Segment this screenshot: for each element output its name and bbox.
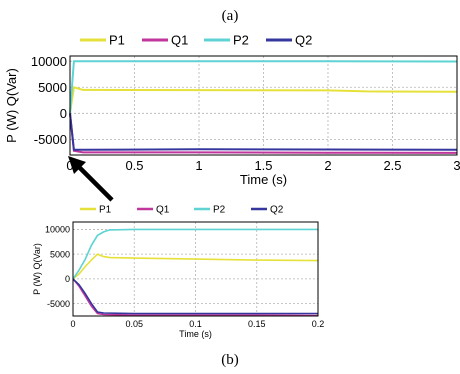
chart-a: 0 0.5 1 1.5 2 2.5 3 -5000 0 5000 10000 Time (s) P (W… — [4, 33, 460, 187]
y-tick-label: 10000 — [45, 225, 70, 235]
x-axis-label: Time (s) — [179, 329, 212, 339]
plot-frame — [72, 221, 319, 317]
x-tick-label: 1 — [195, 158, 202, 173]
zoom-arrow — [68, 156, 114, 202]
x-tick-label: 2.5 — [383, 158, 401, 173]
x-tick-label: 0.5 — [125, 158, 143, 173]
legend-label-p1: P1 — [99, 205, 112, 216]
x-axis-label: Time (s) — [240, 172, 287, 187]
y-axis-label: P (W) Q(Var) — [32, 243, 42, 295]
legend: P1 Q1 P2 Q2 — [80, 205, 284, 216]
x-tick-label: 3 — [453, 158, 460, 173]
series-line-q1 — [72, 278, 319, 317]
x-tick-label: 0.1 — [189, 319, 202, 329]
x-tick-label: 1.5 — [254, 158, 272, 173]
x-tick-label: 0 — [70, 319, 75, 329]
y-axis-label: P (W) Q(Var) — [4, 68, 19, 143]
y-tick-label: -5000 — [34, 132, 67, 147]
series-line-p2 — [72, 228, 318, 280]
legend-label-q2: Q2 — [270, 205, 284, 216]
legend-label-q2: Q2 — [295, 33, 312, 48]
y-tick-label: 10000 — [31, 54, 67, 69]
x-tick-label: 0.2 — [312, 319, 325, 329]
y-tick-label: -5000 — [47, 299, 70, 309]
y-tick-label: 0 — [60, 106, 67, 121]
series-line-q2 — [69, 113, 458, 151]
caption-a: (a) — [222, 8, 239, 24]
legend-label-q1: Q1 — [171, 33, 188, 48]
plot-area — [73, 222, 318, 316]
zoom-arrow-head — [68, 156, 86, 174]
legend-label-p2: P2 — [213, 205, 226, 216]
series-line-q2 — [72, 278, 318, 315]
legend-label-p1: P1 — [109, 33, 125, 48]
x-tick-label: 0 — [66, 158, 73, 173]
series-line-p1 — [69, 86, 458, 114]
y-tick-label: 5000 — [50, 249, 70, 259]
y-tick-label: 0 — [65, 274, 70, 284]
x-tick-label: 0.05 — [125, 319, 143, 329]
legend: P1 Q1 P2 Q2 — [80, 33, 312, 48]
x-tick-label: 2 — [324, 158, 331, 173]
y-tick-label: 5000 — [38, 80, 67, 95]
zoom-arrow-shaft — [77, 165, 114, 202]
x-tick-label: 0.15 — [248, 319, 266, 329]
caption-b: (b) — [221, 352, 239, 368]
legend-label-q1: Q1 — [156, 205, 170, 216]
legend-label-p2: P2 — [233, 33, 249, 48]
series-line-p1 — [72, 253, 319, 280]
series-line-p2 — [69, 60, 458, 114]
plot-frame — [69, 55, 458, 156]
